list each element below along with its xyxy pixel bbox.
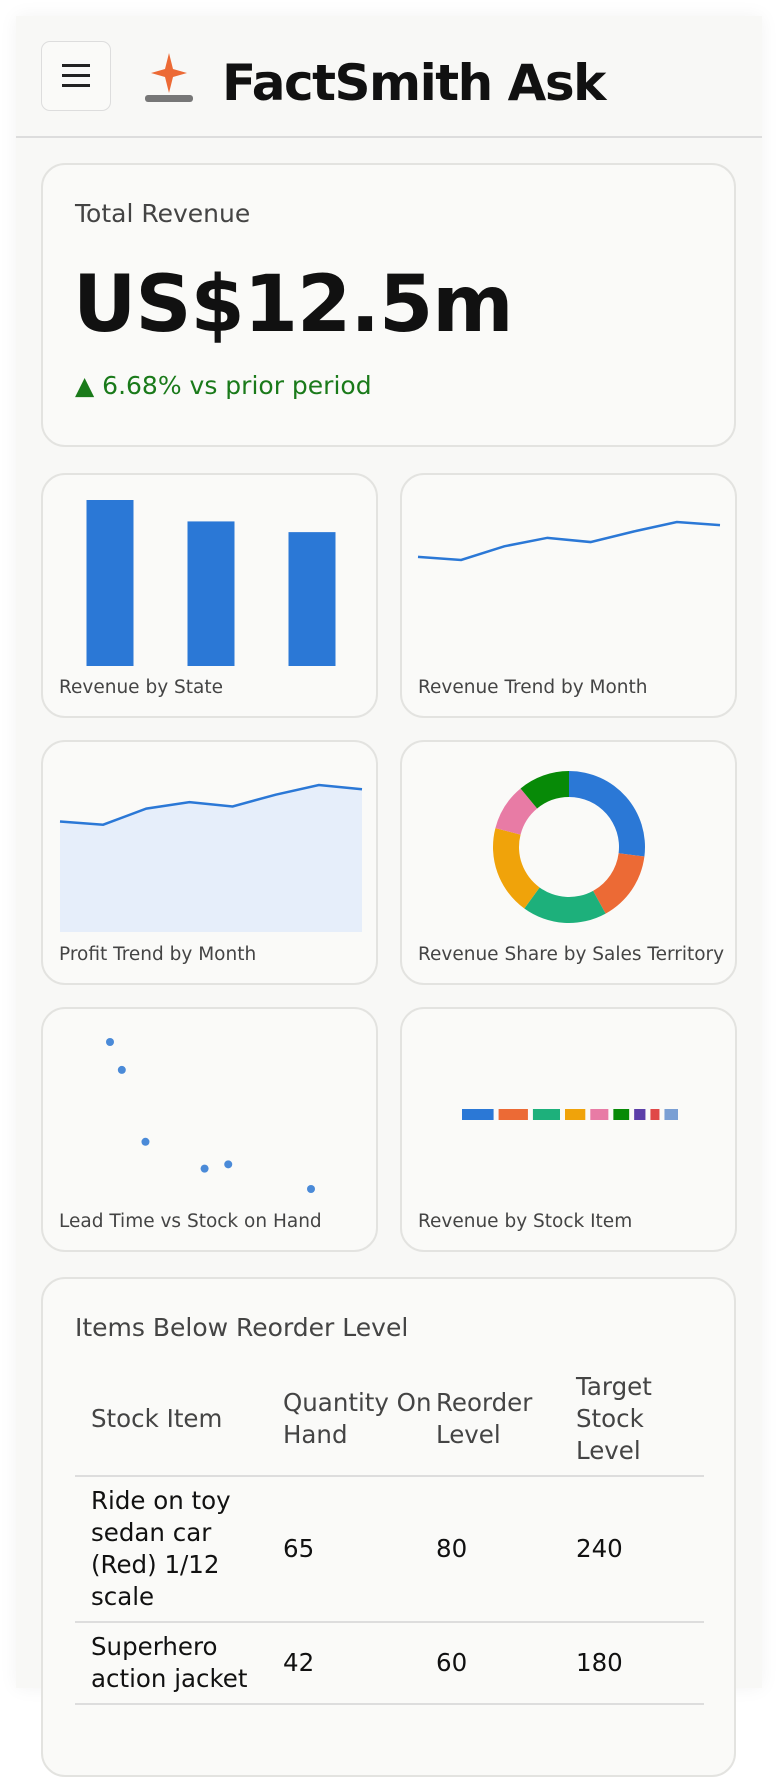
table-card: Items Below Reorder Level Stock Item Quan… [41, 1277, 736, 1777]
point [106, 1038, 114, 1046]
table-cell: Ride on toy sedan car (Red) 1/12 scale [75, 1476, 283, 1623]
column-header: Reorder Level [436, 1365, 576, 1477]
menu-button[interactable] [41, 41, 111, 111]
app: FactSmith Ask Total Revenue US$12.5m ▲ 6… [16, 16, 762, 1777]
area [60, 785, 362, 932]
column-header: Stock Item [75, 1365, 283, 1477]
page: FactSmith Ask Total Revenue US$12.5m ▲ 6… [16, 16, 762, 1777]
bar [288, 532, 336, 666]
chart-label: Revenue by Stock Item [418, 1211, 633, 1232]
app-title: FactSmith Ask [222, 54, 606, 112]
header: FactSmith Ask [16, 16, 762, 138]
kpi-change: ▲ 6.68% vs prior period [75, 371, 372, 400]
mini-chart [86, 500, 336, 666]
chart-label: Lead Time vs Stock on Hand [59, 1211, 322, 1232]
chart-card: Revenue by State [41, 473, 378, 718]
table-row: Ride on toy sedan car (Red) 1/12 scale 65… [75, 1476, 704, 1623]
bar-segment [532, 1109, 560, 1120]
table-cell: 80 [436, 1476, 576, 1623]
header-row: Stock Item Quantity On Hand Reorder Level T… [75, 1365, 704, 1477]
mini-chart [59, 783, 363, 932]
chart-label: Revenue Share by Sales Territory [418, 944, 725, 965]
donut-segment [495, 788, 538, 835]
table: Stock Item Quantity On Hand Reorder Level T… [75, 1365, 704, 1705]
table-cell: Superhero action jacket [75, 1622, 283, 1705]
line [417, 520, 721, 562]
chart-card: Revenue by Stock Item [400, 1007, 737, 1252]
bar [86, 500, 134, 666]
point [141, 1137, 150, 1146]
chart-label: Profit Trend by Month [59, 944, 257, 965]
table-cell: 60 [436, 1622, 576, 1705]
kpi-card: Total Revenue US$12.5m ▲ 6.68% vs prior … [41, 163, 736, 447]
kpi-value: US$12.5m [73, 260, 514, 350]
mini-chart [417, 520, 721, 562]
point [117, 1065, 126, 1074]
bar-segment [664, 1109, 678, 1120]
table-cell: 180 [576, 1622, 704, 1705]
mini-chart [462, 1109, 678, 1120]
bar-segment [634, 1109, 646, 1120]
bar-segment [565, 1109, 586, 1120]
point [200, 1164, 209, 1173]
chart-card: Revenue Share by Sales Territory [400, 740, 737, 985]
chart-label: Revenue by State [59, 677, 223, 698]
kpi-label: Total Revenue [75, 199, 251, 228]
table-cell: 240 [576, 1476, 704, 1623]
table-title: Items Below Reorder Level [75, 1313, 409, 1342]
logo [145, 53, 193, 102]
line [59, 783, 363, 826]
bar-segment [462, 1109, 494, 1120]
table-cell: 65 [283, 1476, 436, 1623]
column-header: Target Stock Level [576, 1365, 704, 1477]
chart-card: Profit Trend by Month [41, 740, 378, 985]
bar-segment [590, 1109, 609, 1120]
point [224, 1160, 233, 1169]
mini-chart [106, 1038, 315, 1193]
mini-chart [493, 771, 645, 923]
donut-segment [593, 853, 645, 914]
table-cell: 42 [283, 1622, 436, 1705]
bar-segment [613, 1109, 630, 1120]
column-header: Quantity On Hand [283, 1365, 436, 1477]
bar-segment [498, 1109, 528, 1120]
donut-segment [493, 828, 540, 909]
bar [187, 521, 235, 666]
donut-segment [524, 887, 606, 923]
menu-icon [62, 64, 90, 87]
donut-segment [569, 771, 645, 857]
table-body: Ride on toy sedan car (Red) 1/12 scale 65… [75, 1476, 704, 1705]
point [307, 1185, 315, 1193]
chart-label: Revenue Trend by Month [418, 677, 648, 698]
chart-card: Revenue Trend by Month [400, 473, 737, 718]
bar-segment [650, 1109, 660, 1120]
table-row: Superhero action jacket 42 60 180 [75, 1622, 704, 1705]
donut-segment [520, 771, 569, 809]
chart-card: Lead Time vs Stock on Hand [41, 1007, 378, 1252]
